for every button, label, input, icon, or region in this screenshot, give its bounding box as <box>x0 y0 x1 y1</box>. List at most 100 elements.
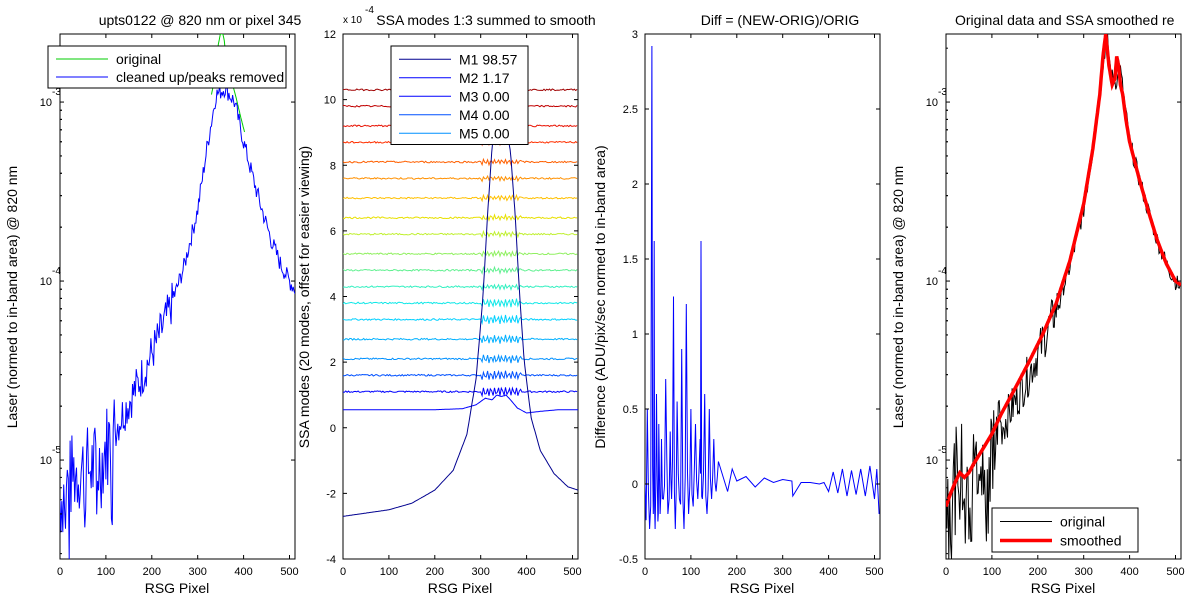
y-tick-label-exponent: -5 <box>938 445 947 456</box>
legend-label: original <box>116 51 161 67</box>
chart-title: SSA modes 1:3 summed to smooth <box>376 12 595 28</box>
x-tick-label: 0 <box>340 566 346 578</box>
x-tick-label: 300 <box>1075 566 1093 578</box>
x-axis-label: RSG Pixel <box>428 580 493 596</box>
tick-layer: 0 100 200 300 400 500 -4 -2 0 2 4 6 8 10 12 <box>324 29 582 578</box>
y-scale-base: x 10 <box>343 15 362 26</box>
axes-frame <box>59 33 296 560</box>
panel-difference: Diff = (NEW-ORIG)/ORIG RSG Pixel Differe… <box>592 12 884 596</box>
panel-laser-profile: upts0122 @ 820 nm or pixel 345 RSG Pixel… <box>4 12 301 596</box>
mode-line <box>343 394 578 414</box>
offset-mode-line <box>343 229 578 239</box>
offset-mode-line <box>343 193 578 203</box>
chart-title: Original data and SSA smoothed re <box>955 12 1175 28</box>
x-tick-label: 400 <box>819 566 837 578</box>
x-axis-label: RSG Pixel <box>1031 580 1096 596</box>
x-tick-label: 0 <box>943 566 949 578</box>
y-tick-label: 2 <box>632 179 638 191</box>
x-tick-label: 100 <box>682 566 700 578</box>
y-tick-label: 6 <box>330 226 336 238</box>
legend-label: M4 0.00 <box>459 107 510 123</box>
x-tick-label: 500 <box>865 566 883 578</box>
y-axis-label: Difference (ADU/pix/sec normed to in-ban… <box>592 145 608 448</box>
x-tick-label: 100 <box>97 566 115 578</box>
y-tick-label: -2 <box>326 488 336 500</box>
offset-mode-line <box>343 157 578 167</box>
offset-mode-line <box>343 314 578 326</box>
x-tick-label: 200 <box>426 566 444 578</box>
offset-mode-line <box>343 353 578 364</box>
y-tick-label-exponent: -3 <box>52 87 61 98</box>
mode-line <box>343 115 578 517</box>
y-tick-label: 4 <box>330 292 336 304</box>
x-tick-label: 500 <box>280 566 298 578</box>
y-axis-label: SSA modes (20 modes, offset for easier v… <box>296 146 312 448</box>
legend: original smoothed <box>991 507 1139 553</box>
x-axis-label: RSG Pixel <box>730 580 795 596</box>
offset-mode-line <box>343 249 578 258</box>
y-tick-label-exponent: -4 <box>938 266 947 277</box>
difference-line <box>645 45 880 530</box>
y-tick-label: 12 <box>324 29 336 41</box>
offset-mode-line <box>343 298 578 308</box>
offset-mode-line <box>343 174 578 183</box>
y-tick-label: 1 <box>632 329 638 341</box>
y-tick-label: 8 <box>330 160 336 172</box>
x-tick-label: 100 <box>983 566 1001 578</box>
legend-label: M1 98.57 <box>459 51 518 67</box>
y-axis-label: Laser (normed to in-band area) @ 820 nm <box>4 166 20 428</box>
y-tick-label: -4 <box>326 554 336 566</box>
offset-mode-line <box>343 369 578 381</box>
y-tick-label-base: 10 <box>40 97 52 109</box>
x-tick-label: 200 <box>728 566 746 578</box>
series-layer <box>946 34 1181 559</box>
x-tick-label: 400 <box>1120 566 1138 578</box>
x-tick-label: 0 <box>642 566 648 578</box>
x-tick-label: 300 <box>774 566 792 578</box>
offset-mode-line <box>343 265 578 275</box>
x-tick-label: 200 <box>143 566 161 578</box>
x-tick-label: 200 <box>1029 566 1047 578</box>
y-tick-label-base: 10 <box>40 276 52 288</box>
y-tick-label: -0.5 <box>619 554 638 566</box>
offset-mode-line <box>343 334 578 344</box>
x-tick-label: 100 <box>380 566 398 578</box>
axes-frame <box>644 33 881 560</box>
panel-smoothed: Original data and SSA smoothed re RSG Pi… <box>890 12 1185 596</box>
legend-label: M5 0.00 <box>459 125 510 141</box>
x-tick-label: 500 <box>1166 566 1184 578</box>
legend-label: smoothed <box>1060 533 1121 549</box>
series-line <box>946 34 1181 508</box>
y-tick-label-exponent: -4 <box>52 266 61 277</box>
y-tick-label: 2 <box>330 357 336 369</box>
legend: original cleaned up/peaks removed <box>47 45 287 89</box>
x-tick-label: 500 <box>563 566 581 578</box>
y-tick-label-exponent: -3 <box>938 87 947 98</box>
x-axis-label: RSG Pixel <box>145 580 210 596</box>
legend-box <box>390 45 529 145</box>
x-tick-label: 400 <box>234 566 252 578</box>
chart-title: upts0122 @ 820 nm or pixel 345 <box>99 12 302 28</box>
legend-label: M3 0.00 <box>459 88 510 104</box>
y-tick-label-exponent: -5 <box>52 445 61 456</box>
series-line <box>60 83 295 559</box>
axes-frame <box>945 33 1182 560</box>
y-tick-label: 2.5 <box>623 104 638 116</box>
y-axis-label: Laser (normed to in-band area) @ 820 nm <box>890 166 906 428</box>
x-tick-label: 300 <box>472 566 490 578</box>
x-tick-label: 300 <box>189 566 207 578</box>
y-tick-label: 10 <box>324 95 336 107</box>
x-tick-label: 400 <box>517 566 535 578</box>
offset-mode-line <box>343 282 578 292</box>
y-tick-label: 1.5 <box>623 254 638 266</box>
offset-mode-line <box>343 213 578 222</box>
y-tick-label: 0.5 <box>623 404 638 416</box>
legend-label: cleaned up/peaks removed <box>116 69 284 85</box>
y-tick-label-base: 10 <box>926 276 938 288</box>
legend: M1 98.57 M2 1.17 M3 0.00 M4 0.00 M5 0.00 <box>390 45 529 145</box>
y-tick-label-base: 10 <box>40 455 52 467</box>
y-tick-label: 3 <box>632 29 638 41</box>
